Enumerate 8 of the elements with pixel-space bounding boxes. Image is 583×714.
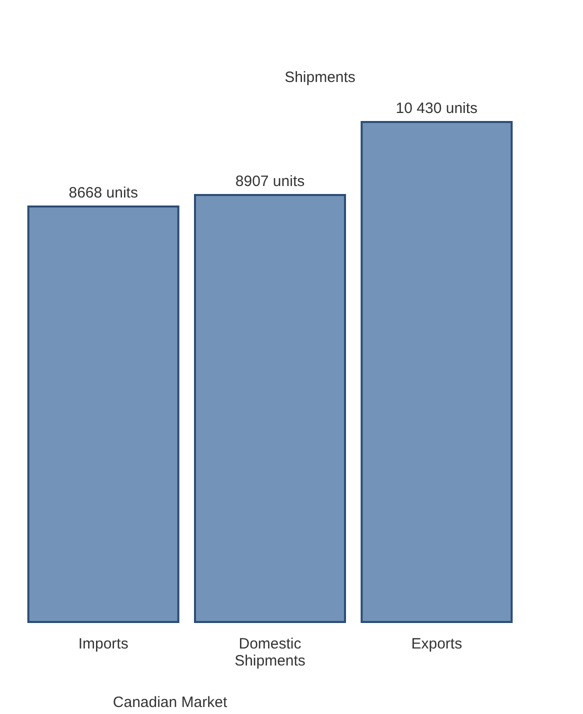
data-label: 8668 units — [68, 184, 138, 202]
data-label: 8907 units — [235, 173, 305, 190]
text: Shipments — [284, 69, 356, 86]
text: Canadian Market — [112, 694, 228, 711]
x-tick-label: Imports — [78, 636, 128, 652]
x-tick-label: Exports — [411, 636, 462, 652]
data-label: 10 430 units — [396, 100, 478, 117]
x-tick-label: Domestic Shipments — [234, 636, 306, 670]
